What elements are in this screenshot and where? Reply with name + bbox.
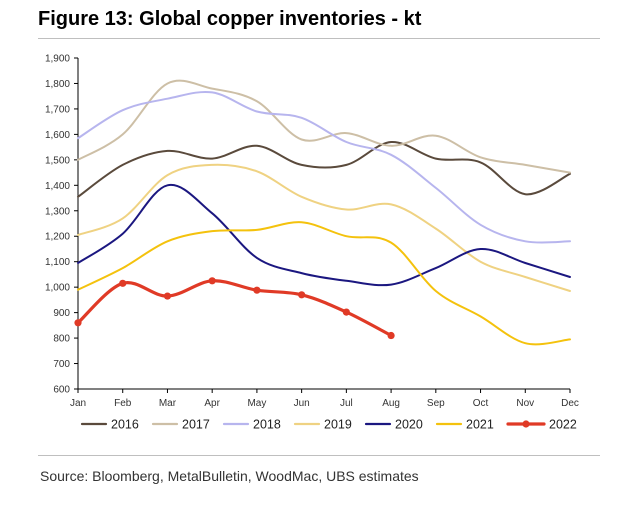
legend-label-2016: 2016 <box>111 418 139 432</box>
series-line-2017 <box>77 79 571 174</box>
x-tick-label: Jun <box>294 398 310 409</box>
x-tick-label: Jul <box>340 398 353 409</box>
y-tick-label: 700 <box>53 359 70 370</box>
data-point-2022 <box>387 331 395 340</box>
x-tick-label: May <box>247 398 266 409</box>
chart-legend: 2016 2017 2018 2019 2020 2021 2022 <box>80 418 577 432</box>
series-line-2020 <box>77 184 571 287</box>
y-tick-label: 1,800 <box>45 79 70 90</box>
source-divider <box>38 455 600 456</box>
data-point-2022 <box>298 291 306 299</box>
figure-title: Figure 13: Global copper inventories - k… <box>38 8 422 30</box>
legend-label-2019: 2019 <box>324 418 352 432</box>
source-note: Source: Bloomberg, MetalBulletin, WoodMa… <box>40 468 419 484</box>
y-tick-label: 900 <box>53 308 70 319</box>
series-line-2016 <box>77 140 571 198</box>
y-tick-label: 1,200 <box>45 232 70 243</box>
legend-label-2021: 2021 <box>466 418 494 432</box>
legend-label-2018: 2018 <box>253 418 281 432</box>
y-tick-label: 1,600 <box>45 130 70 141</box>
y-tick-label: 1,000 <box>45 283 70 294</box>
series-line-2022 <box>76 279 393 338</box>
y-tick-label: 1,400 <box>45 181 70 192</box>
x-tick-label: Feb <box>114 398 132 409</box>
x-tick-label: Nov <box>516 398 534 409</box>
data-point-2022 <box>208 277 216 285</box>
legend-label-2017: 2017 <box>182 418 210 432</box>
data-point-2022 <box>163 292 172 300</box>
data-point-2022 <box>342 308 350 316</box>
y-tick-label: 1,900 <box>45 54 70 65</box>
y-tick-label: 1,100 <box>45 257 70 268</box>
y-tick-label: 1,500 <box>45 155 70 166</box>
x-tick-label: Apr <box>204 398 220 409</box>
x-tick-label: Dec <box>561 398 579 409</box>
legend-marker-2022 <box>522 420 530 428</box>
data-point-2022 <box>119 279 127 287</box>
y-tick-label: 600 <box>53 385 70 396</box>
y-tick-label: 1,700 <box>45 104 70 115</box>
x-tick-label: Aug <box>382 398 400 409</box>
series-line-2019 <box>77 163 571 292</box>
x-tick-label: Jan <box>70 398 86 409</box>
y-tick-label: 800 <box>53 334 70 345</box>
legend-label-2020: 2020 <box>395 418 423 432</box>
chart-series <box>74 79 571 346</box>
x-tick-label: Oct <box>473 398 489 409</box>
legend-label-2022: 2022 <box>549 418 577 432</box>
x-tick-label: Mar <box>159 398 177 409</box>
series-line-2021 <box>77 221 571 346</box>
chart-axes: 600 700 800 900 1,000 1,100 1,200 1,300 1,400 1,5… <box>45 54 579 410</box>
data-point-2022 <box>253 286 261 294</box>
series-line-2018 <box>77 90 571 244</box>
y-tick-label: 1,300 <box>45 206 70 217</box>
data-point-2022 <box>74 319 82 327</box>
x-tick-label: Sep <box>427 398 445 409</box>
title-divider <box>38 38 600 39</box>
